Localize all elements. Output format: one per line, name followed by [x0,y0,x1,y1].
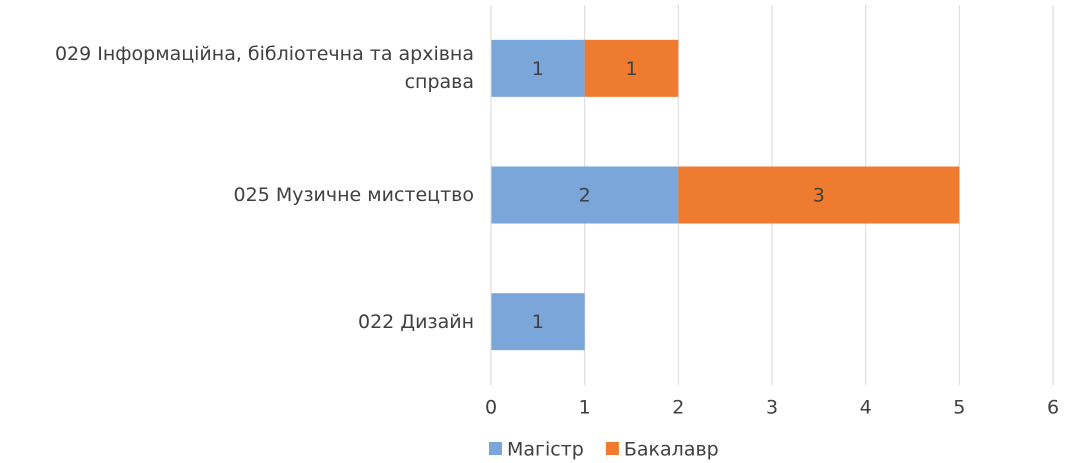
data-label: 1 [532,311,544,333]
data-label: 2 [579,185,591,207]
x-tick-label: 0 [485,397,497,419]
legend-label: Бакалавр [624,439,719,461]
x-tick-label: 2 [672,397,684,419]
legend-swatch [605,442,619,455]
y-tick-label: 025 Музичне мистецтво [233,184,474,206]
x-tick-label: 1 [579,397,591,419]
data-label: 1 [625,58,637,80]
bar-segment [584,39,679,97]
data-label: 1 [532,58,544,80]
data-label: 3 [813,185,825,207]
legend-swatch [489,442,502,455]
y-tick-label: 029 Інформаційна, бібліотечна та архівна… [54,43,474,94]
x-tick-label: 6 [1047,397,1059,419]
bar-segment [491,293,585,351]
x-tick-label: 4 [860,397,872,419]
x-tick-label: 3 [766,397,778,419]
x-tick-label: 5 [953,397,965,419]
y-tick-label: 022 Дизайн [357,310,474,333]
legend-label: Магістр [507,439,584,461]
bar-segment [491,166,679,224]
bar-segment [678,166,960,224]
bar-segment [491,39,585,97]
